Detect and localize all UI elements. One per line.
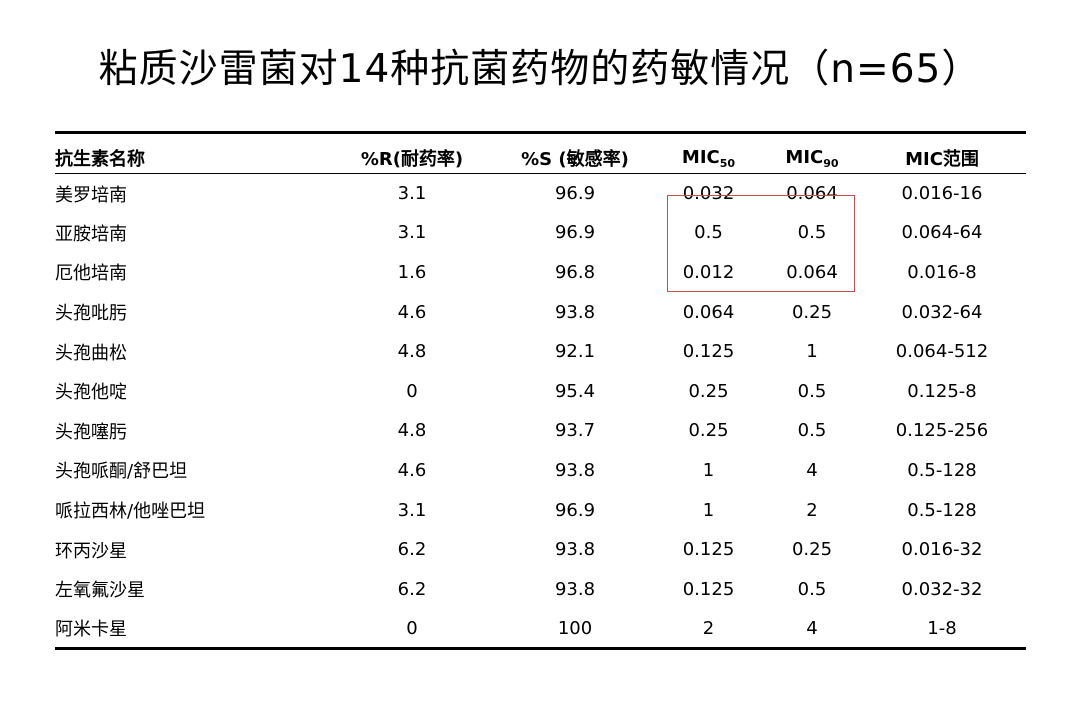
cell-mic90: 0.25: [791, 539, 833, 561]
cell-mic-range: 0.125-256: [895, 420, 989, 442]
header-mic90-main: MIC: [785, 147, 824, 168]
cell-antibiotic-name: 头孢他啶: [55, 382, 127, 404]
cell-mic90: 0.5: [797, 380, 827, 402]
cell-sensitivity-rate: 93.8: [554, 578, 596, 600]
header-mic90: MIC90: [766, 133, 858, 174]
cell-mic90: 0.064: [786, 183, 838, 205]
table-body: 美罗培南 3.1 96.9 0.032 0.064 0.016-16 亚胺培南 …: [55, 174, 1026, 649]
page-title: 粘质沙雷菌对14种抗菌药物的药敏情况（n=65）: [98, 47, 982, 92]
cell-mic50: 0.125: [682, 341, 735, 363]
cell-sensitivity-rate: 95.4: [554, 380, 596, 402]
header-resistance-rate: %R(耐药率): [360, 148, 464, 170]
cell-antibiotic-name: 头孢吡肟: [55, 303, 127, 325]
cell-antibiotic-name: 哌拉西林/他唑巴坦: [55, 501, 206, 523]
cell-mic90: 0.5: [797, 222, 827, 244]
cell-antibiotic-name: 环丙沙星: [55, 540, 127, 562]
cell-mic90: 4: [806, 459, 818, 481]
cell-resistance-rate: 4.8: [397, 420, 427, 442]
header-mic50-sub: 50: [719, 157, 736, 170]
cell-sensitivity-rate: 93.8: [554, 301, 596, 323]
cell-resistance-rate: 4.8: [397, 341, 427, 363]
cell-resistance-rate: 0: [406, 380, 418, 402]
cell-mic50: 0.125: [682, 578, 735, 600]
cell-mic50: 0.064: [682, 301, 735, 323]
cell-resistance-rate: 3.1: [397, 183, 427, 205]
cell-mic-range: 0.125-8: [907, 380, 977, 402]
header-mic50-main: MIC: [681, 147, 720, 168]
table-row: 头孢吡肟 4.6 93.8 0.064 0.25 0.032-64: [55, 292, 1026, 332]
cell-sensitivity-rate: 96.9: [554, 183, 596, 205]
table-row: 环丙沙星 6.2 93.8 0.125 0.25 0.016-32: [55, 530, 1026, 570]
cell-mic50: 1: [702, 499, 715, 521]
susceptibility-table-container: 抗生素名称 %R(耐药率) %S (敏感率) MIC50 MIC90 MIC范围…: [55, 131, 1026, 650]
table-row: 厄他培南 1.6 96.8 0.012 0.064 0.016-8: [55, 253, 1026, 293]
cell-resistance-rate: 4.6: [397, 301, 427, 323]
table-row: 亚胺培南 3.1 96.9 0.5 0.5 0.064-64: [55, 213, 1026, 253]
cell-mic50: 0.125: [682, 539, 735, 561]
cell-mic-range: 0.032-64: [901, 301, 983, 323]
cell-antibiotic-name: 头孢哌酮/舒巴坦: [55, 461, 188, 483]
cell-mic90: 1: [806, 341, 818, 363]
cell-sensitivity-rate: 93.8: [554, 459, 596, 481]
cell-resistance-rate: 4.6: [397, 459, 427, 481]
cell-mic-range: 0.016-16: [901, 183, 983, 205]
cell-antibiotic-name: 亚胺培南: [55, 223, 127, 245]
table-row: 阿米卡星 0 100 2 4 1-8: [55, 609, 1026, 649]
cell-mic90: 0.064: [786, 261, 838, 283]
cell-antibiotic-name: 厄他培南: [55, 263, 127, 285]
header-antibiotic-name: 抗生素名称: [55, 148, 145, 170]
cell-mic-range: 1-8: [927, 617, 957, 639]
cell-mic90: 2: [806, 499, 818, 521]
cell-mic50: 0.012: [682, 261, 735, 283]
cell-resistance-rate: 0: [406, 617, 418, 639]
cell-mic-range: 0.016-32: [901, 539, 983, 561]
table-row: 左氧氟沙星 6.2 93.8 0.125 0.5 0.032-32: [55, 569, 1026, 609]
cell-sensitivity-rate: 92.1: [554, 341, 596, 363]
table-row: 哌拉西林/他唑巴坦 3.1 96.9 1 2 0.5-128: [55, 490, 1026, 530]
cell-mic50: 0.5: [694, 222, 723, 244]
cell-resistance-rate: 6.2: [397, 578, 427, 600]
cell-resistance-rate: 3.1: [397, 222, 427, 244]
cell-resistance-rate: 6.2: [397, 539, 427, 561]
cell-antibiotic-name: 头孢曲松: [55, 342, 127, 364]
cell-sensitivity-rate: 96.9: [554, 222, 596, 244]
cell-sensitivity-rate: 93.8: [554, 539, 596, 561]
header-mic90-sub: 90: [823, 157, 839, 170]
table-row: 美罗培南 3.1 96.9 0.032 0.064 0.016-16: [55, 174, 1026, 214]
cell-mic-range: 0.064-512: [895, 341, 989, 363]
cell-resistance-rate: 3.1: [397, 499, 427, 521]
table-row: 头孢他啶 0 95.4 0.25 0.5 0.125-8: [55, 371, 1026, 411]
cell-antibiotic-name: 左氧氟沙星: [55, 580, 145, 602]
susceptibility-table: 抗生素名称 %R(耐药率) %S (敏感率) MIC50 MIC90 MIC范围…: [55, 131, 1026, 650]
cell-mic-range: 0.064-64: [901, 222, 983, 244]
cell-mic90: 4: [806, 617, 818, 639]
cell-mic-range: 0.016-8: [907, 261, 977, 283]
cell-mic-range: 0.032-32: [901, 578, 983, 600]
cell-mic-range: 0.5-128: [907, 459, 977, 481]
cell-mic50: 2: [702, 617, 715, 639]
cell-mic50: 1: [702, 459, 715, 481]
cell-antibiotic-name: 阿米卡星: [55, 619, 127, 641]
header-mic-range: MIC范围: [905, 148, 979, 170]
table-row: 头孢噻肟 4.8 93.7 0.25 0.5 0.125-256: [55, 411, 1026, 451]
cell-mic50: 0.032: [682, 183, 735, 205]
cell-mic90: 0.5: [797, 420, 827, 442]
header-mic50: MIC50: [651, 133, 766, 174]
cell-mic50: 0.25: [688, 380, 729, 402]
cell-sensitivity-rate: 96.8: [554, 261, 596, 283]
table-header-row: 抗生素名称 %R(耐药率) %S (敏感率) MIC50 MIC90 MIC范围: [55, 132, 1026, 174]
cell-resistance-rate: 1.6: [397, 261, 427, 283]
cell-sensitivity-rate: 96.9: [554, 499, 596, 521]
cell-mic90: 0.25: [791, 301, 833, 323]
table-row: 头孢哌酮/舒巴坦 4.6 93.8 1 4 0.5-128: [55, 451, 1026, 491]
cell-antibiotic-name: 头孢噻肟: [55, 421, 127, 443]
cell-mic50: 0.25: [688, 420, 729, 442]
cell-antibiotic-name: 美罗培南: [55, 184, 127, 206]
cell-sensitivity-rate: 100: [557, 617, 593, 639]
cell-sensitivity-rate: 93.7: [554, 420, 596, 442]
cell-mic-range: 0.5-128: [907, 499, 977, 521]
cell-mic90: 0.5: [797, 578, 827, 600]
header-sensitivity-rate: %S (敏感率): [521, 148, 629, 170]
table-row: 头孢曲松 4.8 92.1 0.125 1 0.064-512: [55, 332, 1026, 372]
